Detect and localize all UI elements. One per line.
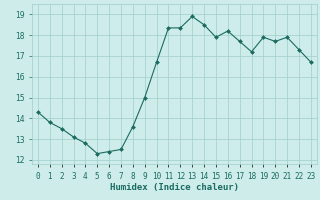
- X-axis label: Humidex (Indice chaleur): Humidex (Indice chaleur): [110, 183, 239, 192]
